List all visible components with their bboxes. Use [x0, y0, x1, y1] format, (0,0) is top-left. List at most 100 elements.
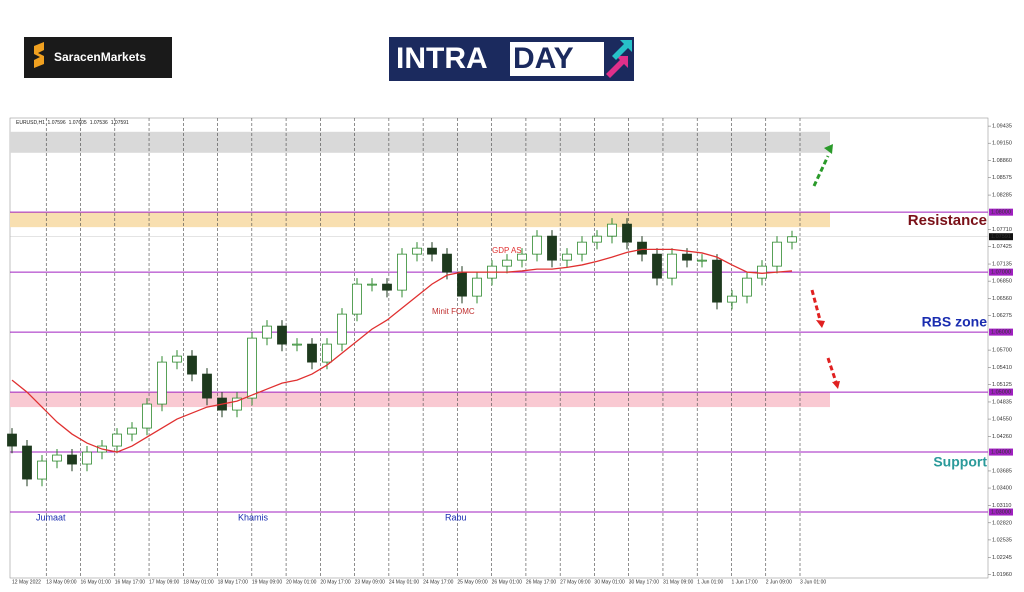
level-label: 1.08000 [991, 210, 1011, 216]
x-tick-label: 12 May 2022 [12, 579, 41, 585]
candle-body [52, 454, 62, 462]
candle-body [127, 427, 137, 435]
candle-body [532, 235, 542, 255]
candle-body [652, 253, 662, 279]
x-tick-label: 18 May 01:00 [183, 579, 214, 585]
candle-body [352, 283, 362, 315]
y-tick-label: 1.09150 [992, 141, 1012, 147]
candle-body [382, 283, 392, 291]
level-label: 1.03000 [991, 509, 1011, 515]
candle-body [667, 253, 677, 279]
candle-body [337, 313, 347, 345]
zone [10, 212, 830, 228]
candle-body [427, 247, 437, 255]
arrow-down [826, 357, 838, 383]
zone [10, 131, 830, 153]
x-tick-label: 30 May 17:00 [629, 579, 660, 585]
y-tick-label: 1.08285 [992, 193, 1012, 199]
zone [10, 392, 830, 408]
candle-body [787, 236, 797, 243]
candle-body [7, 433, 17, 447]
arrows [810, 155, 838, 383]
x-tick-label: 30 May 01:00 [594, 579, 625, 585]
moving-average [11, 248, 793, 453]
candle-body [742, 277, 752, 297]
candle-body [367, 283, 377, 286]
level-box [989, 508, 1013, 516]
candle-body [172, 355, 182, 363]
y-tick-label: 1.08860 [992, 158, 1012, 164]
y-tick-label: 1.04835 [992, 399, 1012, 405]
x-tick-label: 20 May 01:00 [286, 579, 317, 585]
y-tick-label: 1.07710 [992, 227, 1012, 233]
candle-body [727, 295, 737, 303]
candle-body [592, 235, 602, 243]
arrow-head [816, 320, 825, 328]
y-tick-label: 1.06275 [992, 313, 1012, 319]
y-tick-label: 1.02535 [992, 537, 1012, 543]
arrow-head [832, 381, 840, 389]
last-price-box [989, 233, 1013, 241]
zone-label: RBS zone [922, 314, 988, 330]
zone-label: Resistance [908, 212, 987, 229]
y-tick-label: 1.03110 [992, 503, 1011, 509]
candle-body [457, 271, 467, 297]
last-price-label: 1.07591 [991, 234, 1011, 240]
brand-name: SaracenMarkets [54, 50, 146, 64]
candle-body [277, 325, 287, 345]
y-tick-label: 1.04260 [992, 434, 1012, 440]
logo-arrow-down [606, 56, 628, 78]
candle-body [547, 235, 557, 261]
candle-body [682, 253, 692, 261]
x-tick-label: 24 May 01:00 [389, 579, 420, 585]
annotation: Khamis [238, 512, 269, 522]
y-tick-label: 1.09435 [992, 124, 1012, 130]
candle-body [247, 337, 257, 399]
level-box [989, 388, 1013, 396]
x-tick-label: 25 May 09:00 [457, 579, 488, 585]
y-tick-label: 1.02245 [992, 555, 1012, 561]
ohlc-value: 1.07536 [90, 120, 108, 126]
level-box [989, 208, 1013, 216]
candle-body [712, 259, 722, 303]
x-tick-label: 17 May 09:00 [149, 579, 180, 585]
annotation: GDP AS [492, 246, 522, 255]
candle-body [562, 253, 572, 261]
candle-body [202, 373, 212, 399]
logo-day-box [510, 42, 604, 76]
logo-day: DAY [513, 42, 574, 75]
arrow-head [824, 144, 833, 154]
y-tick-label: 1.06850 [992, 279, 1012, 285]
arrow-up [812, 155, 830, 187]
x-tick-label: 18 May 17:00 [218, 579, 249, 585]
logo-arrow-up [612, 40, 632, 60]
y-tick-label: 1.05125 [992, 382, 1012, 388]
candle-body [157, 361, 167, 405]
candle-body [22, 445, 32, 480]
candle-body [502, 259, 512, 267]
candle-body [517, 253, 527, 261]
candle-body [607, 223, 617, 237]
candle-body [142, 403, 152, 429]
candle-body [112, 433, 122, 447]
level-label: 1.07000 [991, 270, 1011, 276]
plot-frame [9, 117, 989, 579]
candle-body [397, 253, 407, 291]
candle-body [82, 451, 92, 465]
annotation: Rabu [445, 512, 467, 522]
x-tick-label: 23 May 09:00 [355, 579, 386, 585]
y-tick-label: 1.04550 [992, 417, 1012, 423]
candle-body [637, 241, 647, 255]
x-tick-label: 2 Jun 09:00 [766, 579, 792, 585]
level-label: 1.05000 [991, 390, 1011, 396]
symbol: EURUSD,H1 [16, 120, 45, 126]
x-tick-label: 27 May 09:00 [560, 579, 591, 585]
annotation: Jumaat [36, 512, 66, 522]
ohlc-value: 1.07596 [48, 120, 66, 126]
candle-body [442, 253, 452, 273]
candle-body [322, 343, 332, 363]
candle-body [412, 247, 422, 255]
candle-body [472, 277, 482, 297]
ohlc-value: 1.07605 [69, 120, 87, 126]
